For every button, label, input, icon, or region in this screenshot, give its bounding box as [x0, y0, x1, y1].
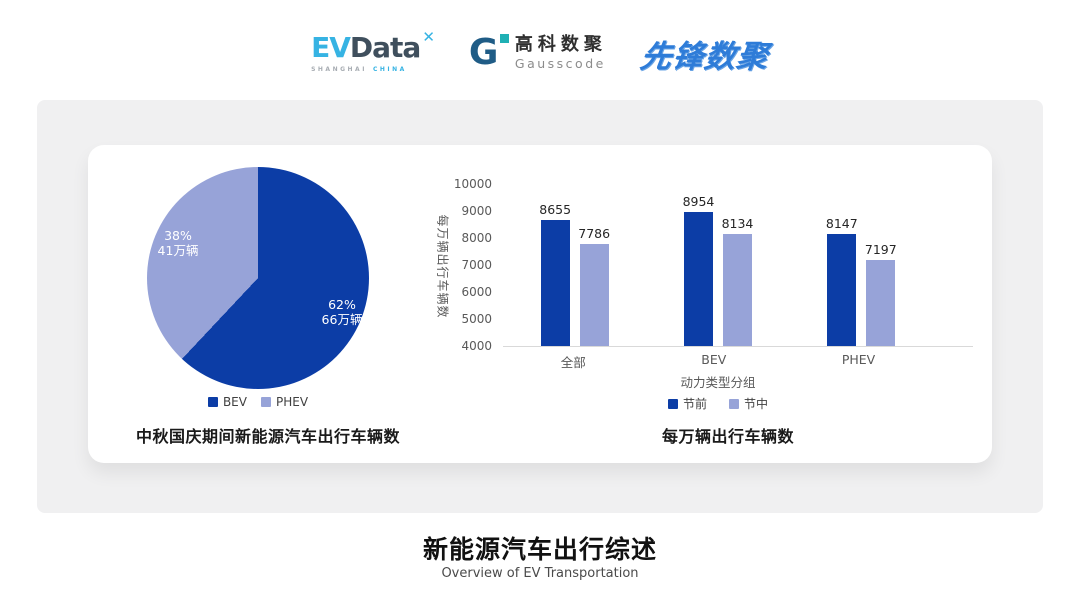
bar-chart: 每万辆出行车辆数 4000 5000 6000 7000 8000 9000 10000 8…	[428, 145, 992, 463]
bar-group: 8655 7786	[539, 202, 610, 346]
pie-legend-item-phev: PHEV	[260, 395, 309, 409]
evdata-wordmark: EV Data ✕	[311, 29, 435, 64]
pioneer-logo: 先锋数聚	[637, 38, 771, 75]
bar: 7197	[865, 242, 897, 346]
pre-holiday-legend-label: 节前	[682, 397, 707, 411]
plot-area: 8655 7786 8954 8134 8147 7197	[503, 185, 973, 347]
x-axis-title: 动力类型分组	[680, 375, 756, 390]
y-tick-label: 5000	[461, 312, 492, 326]
y-tick-label: 9000	[461, 204, 492, 218]
evdata-data-text: Data	[349, 30, 421, 64]
evdata-shanghai-text: SHANGHAI	[311, 65, 367, 73]
gausscode-icon: G	[468, 32, 509, 73]
gray-panel: 38% 41万辆 62% 66万辆 BEV PHEV	[37, 100, 1043, 513]
bar-group: 8147 7197	[826, 216, 897, 346]
page-subtitle: Overview of EV Transportation	[441, 566, 639, 581]
bar-value-label: 8655	[539, 202, 572, 218]
bar-group: 8954 8134	[683, 194, 753, 346]
bar-groups: 8655 7786 8954 8134 8147 7197	[503, 185, 933, 346]
phev-legend-label: PHEV	[275, 395, 309, 409]
category-labels: 全部 BEV PHEV	[503, 352, 933, 371]
pie-slice-label-phev: 38% 41万辆	[133, 228, 223, 259]
gausscode-cn-text: 高科数聚	[514, 34, 607, 56]
y-tick-label: 6000	[461, 285, 492, 299]
y-tick-label: 8000	[461, 231, 492, 245]
bev-value-text: 66万辆	[321, 311, 363, 327]
pie-slice-label-bev: 62% 66万辆	[297, 297, 387, 328]
evdata-china-text: CHINA	[372, 65, 407, 73]
phev-value-text: 41万辆	[157, 242, 199, 258]
pie-graphic	[147, 167, 369, 389]
evdata-tagline: SHANGHAI CHINA	[311, 66, 407, 73]
y-tick-label: 10000	[453, 177, 492, 191]
bar-legend-item-pre: 节前	[667, 395, 707, 412]
brand-header: EV Data ✕ SHANGHAI CHINA G 高科数聚 Gausscod…	[0, 22, 1080, 84]
category-label: PHEV	[841, 352, 876, 367]
gausscode-wordmark: 高科数聚 Gausscode	[514, 34, 607, 71]
phev-swatch-icon	[260, 397, 271, 407]
gausscode-teal-square-icon	[499, 34, 509, 43]
category-label: 全部	[560, 355, 586, 370]
bev-legend-label: BEV	[222, 395, 247, 409]
bar-value-label: 7197	[864, 241, 897, 257]
bar-value-label: 8147	[825, 216, 858, 232]
chart-card: 38% 41万辆 62% 66万辆 BEV PHEV	[88, 145, 992, 463]
gausscode-logo: G 高科数聚 Gausscode	[469, 34, 607, 72]
pie-legend-item-bev: BEV	[207, 395, 247, 409]
category-label: BEV	[701, 352, 727, 367]
y-tick-label: 7000	[461, 258, 492, 272]
bar-legend: 节前 节中	[503, 395, 933, 412]
bar: 8147	[826, 216, 858, 346]
mid-holiday-swatch-icon	[729, 398, 739, 409]
bar-value-label: 7786	[578, 225, 611, 241]
bar-legend-item-mid: 节中	[729, 395, 768, 412]
page-title: 新能源汽车出行综述	[422, 535, 657, 564]
bar: 7786	[578, 226, 610, 346]
bev-percent-text: 62%	[328, 297, 356, 312]
evdata-x-icon: ✕	[422, 27, 435, 46]
gausscode-en-text: Gausscode	[514, 55, 606, 71]
pre-holiday-swatch-icon	[667, 398, 678, 409]
phev-percent-text: 38%	[164, 228, 192, 243]
pie-chart-title: 中秋国庆期间新能源汽车出行车辆数	[135, 427, 400, 446]
bar-value-label: 8954	[682, 194, 715, 210]
mid-holiday-legend-label: 节中	[744, 397, 769, 411]
bar: 8134	[722, 216, 753, 346]
bar-chart-title: 每万辆出行车辆数	[661, 427, 794, 446]
evdata-logo: EV Data ✕ SHANGHAI CHINA	[311, 29, 435, 73]
y-tick-label: 4000	[461, 339, 492, 353]
bev-swatch-icon	[207, 397, 218, 407]
gausscode-g-glyph: G	[468, 32, 499, 73]
bar: 8954	[683, 194, 714, 346]
bar-value-label: 8134	[721, 216, 754, 232]
evdata-ev-text: EV	[311, 30, 351, 64]
bar: 8655	[539, 202, 571, 346]
pie-legend: BEV PHEV	[147, 395, 369, 409]
